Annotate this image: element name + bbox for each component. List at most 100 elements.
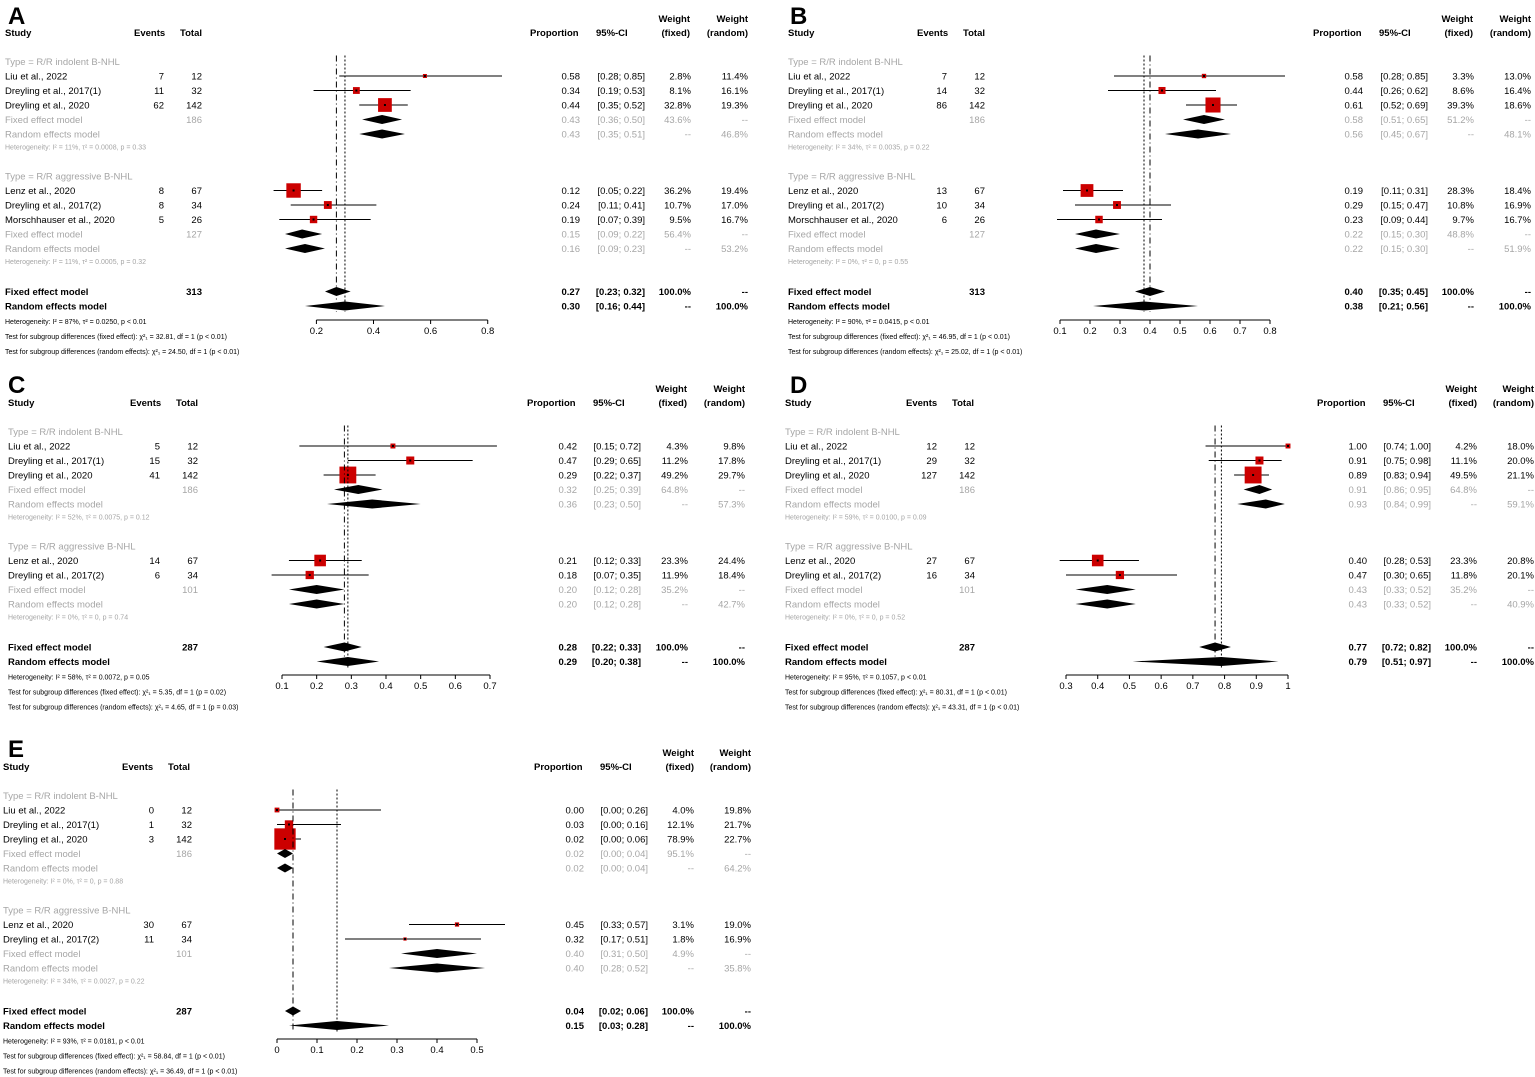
cell-total: 32 [964,456,975,467]
cell-ci: [0.05; 0.22] [597,186,645,197]
group-label: Type = R/R aggressive B-NHL [785,542,913,553]
cell-ci: [0.21; 0.56] [1379,302,1428,313]
panel-letter: D [790,372,807,399]
subgroup-fixed-diamond [285,229,323,239]
header-proportion: Proportion [534,762,583,773]
study-point [1161,89,1163,92]
cell-ci: [0.19; 0.53] [597,86,645,97]
study-point [355,89,358,92]
cell-weight-fixed: -- [1471,657,1477,668]
cell-ci: [0.29; 0.65] [593,456,641,467]
study-point [1203,75,1205,77]
cell-events: 12 [926,442,937,453]
cell-weight-random: 22.7% [724,835,751,846]
cell-weight-random: 21.7% [724,820,751,831]
cell-total: 12 [181,806,192,817]
cell-events: 29 [926,456,937,467]
subgroup-random-label: Random effects model [785,600,880,611]
header-weight-fixed: Weight [663,748,695,759]
study-point [1287,445,1289,447]
header-weight-random-sub: (random) [1493,398,1534,409]
overall-random-diamond [1093,301,1198,311]
cell-total: 67 [964,556,975,567]
cell-weight-random: -- [745,949,751,960]
cell-ci: [0.00; 0.06] [600,835,648,846]
subgroup-random-diamond [389,963,485,973]
cell-ci: [0.28; 0.85] [1380,72,1428,83]
cell-ci: [0.36; 0.50] [597,115,645,126]
cell-events: 7 [159,72,164,83]
cell-total: 32 [181,820,192,831]
cell-proportion: 0.43 [562,115,581,126]
x-tick-label: 0.1 [310,1045,323,1056]
x-tick-label: 0.8 [1218,681,1231,692]
cell-weight-fixed: -- [688,1021,694,1032]
subgroup-fixed-diamond [362,115,403,124]
subgroup-fixed-label: Fixed effect model [8,585,85,596]
x-tick-label: 0.6 [1203,326,1216,337]
study-point [308,574,311,576]
cell-weight-fixed: 12.1% [667,820,694,831]
cell-weight-fixed: 39.3% [1447,101,1474,112]
study-point [284,838,286,840]
cell-weight-random: 9.8% [723,442,745,453]
x-tick-label: 0.6 [449,681,462,692]
cell-proportion: 0.03 [566,820,585,831]
cell-weight-random: 21.1% [1507,471,1534,482]
cell-ci: [0.12; 0.28] [593,600,641,611]
cell-ci: [0.15; 0.30] [1380,244,1428,255]
cell-weight-fixed: 4.0% [672,806,694,817]
cell-weight-random: 17.8% [718,456,745,467]
subgroup-heterogeneity: Heterogeneity: I² = 0%, τ² = 0, p = 0.74 [8,615,128,622]
cell-study: Dreyling et al., 2017(2) [3,935,99,946]
header-total: Total [963,28,985,39]
cell-proportion: 0.40 [1349,556,1368,567]
subgroup-test-fixed: Test for subgroup differences (fixed eff… [785,690,1007,697]
cell-weight-random: 18.0% [1507,442,1534,453]
cell-weight-random: 51.9% [1504,244,1531,255]
x-tick-label: 0.1 [1053,326,1066,337]
cell-weight-random: 20.8% [1507,556,1534,567]
cell-total: 186 [186,115,202,126]
x-tick-label: 0.5 [1173,326,1186,337]
header-weight-fixed-sub: (fixed) [666,762,695,773]
x-tick-label: 0 [274,1045,279,1056]
cell-weight-random: 19.3% [721,101,748,112]
subgroup-fixed-diamond [1075,585,1136,594]
cell-total: 142 [969,101,985,112]
header-events: Events [906,398,937,409]
cell-weight-random: -- [739,585,745,596]
cell-weight-fixed: 64.8% [1450,485,1477,496]
cell-weight-fixed: 3.3% [1452,72,1474,83]
cell-events: 16 [926,571,937,582]
subgroup-fixed-label: Fixed effect model [785,485,862,496]
cell-proportion: 0.89 [1349,471,1368,482]
cell-weight-fixed: 100.0% [1442,287,1475,298]
study-point [288,823,290,826]
cell-study: Dreyling et al., 2020 [8,471,93,482]
overall-random-diamond [304,301,385,311]
cell-ci: [0.09; 0.23] [597,244,645,255]
cell-proportion: 0.27 [562,287,581,298]
cell-ci: [0.35; 0.45] [1379,287,1428,298]
cell-proportion: 0.30 [562,302,581,313]
cell-ci: [0.52; 0.69] [1380,101,1428,112]
header-study: Study [788,28,815,39]
cell-proportion: 0.18 [559,571,578,582]
subgroup-fixed-diamond [288,585,345,594]
cell-total: 26 [191,215,202,226]
cell-ci: [0.45; 0.67] [1380,130,1428,141]
subgroup-random-label: Random effects model [3,864,98,875]
x-tick-label: 0.8 [481,326,494,337]
subgroup-fixed-label: Fixed effect model [3,949,80,960]
cell-ci: [0.03; 0.28] [599,1021,648,1032]
cell-weight-random: 24.4% [718,556,745,567]
x-tick-label: 0.3 [1113,326,1126,337]
overall-fixed-label: Fixed effect model [3,1007,86,1018]
cell-weight-fixed: 9.7% [1452,215,1474,226]
cell-study: Dreyling et al., 2020 [5,101,90,112]
study-point [423,75,426,77]
group-label: Type = R/R aggressive B-NHL [8,542,136,553]
cell-study: Dreyling et al., 2017(2) [5,201,101,212]
